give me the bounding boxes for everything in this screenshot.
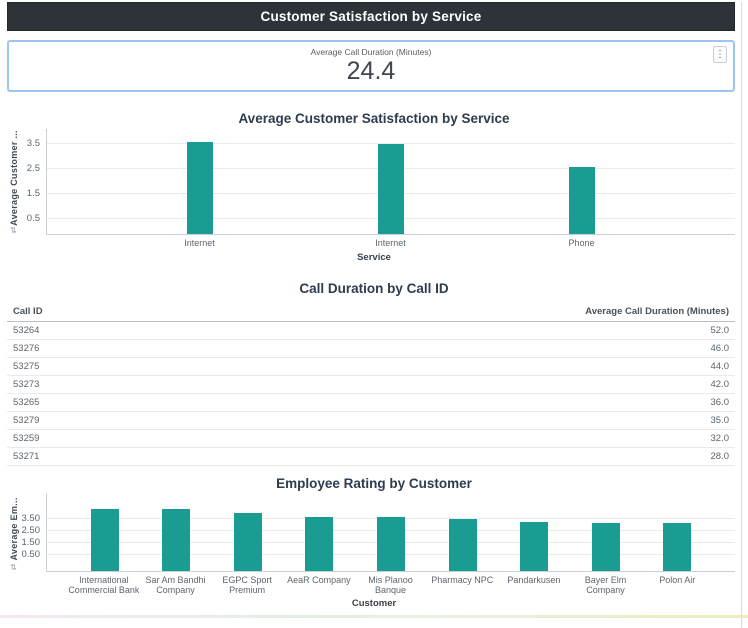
y-tick-label: 2.5 xyxy=(26,163,40,174)
y-tick-label: 3.50 xyxy=(21,513,41,525)
chart-bar[interactable] xyxy=(448,518,477,571)
y-tick-label: 1.50 xyxy=(21,537,41,549)
x-tick-label: International Commercial Bank xyxy=(68,574,140,596)
x-axis-title: Service xyxy=(357,251,391,263)
plot-area: 3.5 2.5 1.5 0.5 xyxy=(27,129,735,235)
page-title: Customer Satisfaction by Service xyxy=(260,9,482,24)
kebab-menu-icon[interactable]: ⋮ xyxy=(713,46,727,63)
call-id-cell: 53279 xyxy=(13,414,40,426)
kpi-label: Average Call Duration (Minutes) xyxy=(310,47,432,58)
table-row[interactable]: 53275 44.0 xyxy=(7,358,735,376)
chart-bar[interactable] xyxy=(663,522,692,571)
x-tick-label: Internet xyxy=(375,238,406,248)
x-axis-title: Customer xyxy=(351,597,397,609)
scrollbar-gutter-divider xyxy=(741,2,742,628)
x-tick-label: Pandarkusen xyxy=(507,574,561,585)
bars xyxy=(47,493,735,571)
x-tick-labels: Internet Internet Phone xyxy=(46,238,735,249)
table-row[interactable]: 53273 42.0 xyxy=(7,376,735,394)
satisfaction-chart: Average Customer Satisfaction by Service… xyxy=(0,111,748,263)
table-row[interactable]: 53279 35.0 xyxy=(7,412,735,430)
duration-cell: 52.0 xyxy=(710,324,730,336)
call-id-cell: 53271 xyxy=(13,450,40,462)
x-tick-labels: International Commercial Bank Sar Am Band… xyxy=(46,575,735,596)
table-row[interactable]: 53259 32.0 xyxy=(7,430,735,448)
bottom-gradient-strip xyxy=(0,614,748,618)
chart-title: Average Customer Satisfaction by Service xyxy=(238,111,510,126)
duration-cell: 44.0 xyxy=(710,360,730,372)
y-axis: Average Em... ⇅ xyxy=(0,493,46,572)
plot-area: 3.50 2.50 1.50 0.50 xyxy=(22,492,735,572)
call-duration-table-widget: Call Duration by Call ID Call ID Average… xyxy=(0,281,748,466)
y-tick-label: 0.5 xyxy=(26,213,40,224)
call-id-cell: 53259 xyxy=(13,432,40,444)
x-tick-label: Sar Am Bandhi Company xyxy=(145,574,206,596)
employee-rating-chart: Employee Rating by Customer Average Em..… xyxy=(0,476,748,609)
duration-cell: 46.0 xyxy=(710,342,730,354)
x-tick-label: AeaR Company xyxy=(287,574,351,585)
sort-icon[interactable]: ⇅ xyxy=(10,226,17,235)
chart-bar[interactable] xyxy=(520,521,549,571)
call-id-cell: 53276 xyxy=(13,342,40,354)
x-tick-label: EGPC Sport Premium xyxy=(222,574,272,596)
x-tick-label: Internet xyxy=(184,238,215,248)
x-tick-label: Bayer Elm Company xyxy=(584,574,627,596)
kpi-card-avg-call-duration: Average Call Duration (Minutes) 24.4 ⋮ xyxy=(7,40,735,92)
chart-bar[interactable] xyxy=(90,508,119,571)
column-header-call-id: Call ID xyxy=(13,305,43,317)
chart-bar[interactable] xyxy=(233,513,262,571)
call-id-cell: 53275 xyxy=(13,360,40,372)
y-tick-label: 1.5 xyxy=(26,188,40,199)
column-header-avg-duration: Average Call Duration (Minutes) xyxy=(585,305,729,317)
duration-cell: 32.0 xyxy=(710,432,730,444)
kpi-value: 24.4 xyxy=(346,57,396,86)
x-tick-label: Pharmacy NPC xyxy=(431,574,494,585)
chart-bar[interactable] xyxy=(305,516,334,571)
duration-cell: 28.0 xyxy=(710,450,730,462)
chart-bar[interactable] xyxy=(187,141,214,234)
chart-bar[interactable] xyxy=(568,166,595,234)
table-row[interactable]: 53265 36.0 xyxy=(7,394,735,412)
chart-bar[interactable] xyxy=(162,508,191,571)
y-axis: Average Customer ... ⇅ xyxy=(0,129,46,235)
table-row[interactable]: 53271 28.0 xyxy=(7,448,735,466)
chart-bar[interactable] xyxy=(591,522,620,571)
table-title: Call Duration by Call ID xyxy=(299,280,449,296)
table-row[interactable]: 53276 46.0 xyxy=(7,340,735,358)
y-tick-label: 3.5 xyxy=(26,138,40,149)
table-header-row: Call ID Average Call Duration (Minutes) xyxy=(7,303,735,322)
x-tick-label: Phone xyxy=(568,238,595,248)
duration-cell: 42.0 xyxy=(710,378,730,390)
x-tick-label: Polon Air xyxy=(659,574,696,585)
call-id-cell: 53265 xyxy=(13,396,40,408)
call-id-cell: 53264 xyxy=(13,324,40,336)
dashboard-header: Customer Satisfaction by Service xyxy=(7,2,735,31)
chart-bar[interactable] xyxy=(378,144,404,234)
gridline xyxy=(47,143,735,144)
table-row[interactable]: 53264 52.0 xyxy=(7,322,735,340)
call-duration-table: Call ID Average Call Duration (Minutes) … xyxy=(7,303,735,466)
y-tick-label: 0.50 xyxy=(21,549,41,561)
chart-bar[interactable] xyxy=(377,516,406,571)
duration-cell: 35.0 xyxy=(710,414,730,426)
x-tick-label: Mis Planoo Banque xyxy=(368,574,413,596)
chart-title: Employee Rating by Customer xyxy=(276,475,472,491)
call-id-cell: 53273 xyxy=(13,378,40,390)
bars xyxy=(47,129,735,234)
y-tick-label: 2.50 xyxy=(21,525,41,537)
sort-icon[interactable]: ⇅ xyxy=(10,562,17,572)
duration-cell: 36.0 xyxy=(710,396,730,408)
